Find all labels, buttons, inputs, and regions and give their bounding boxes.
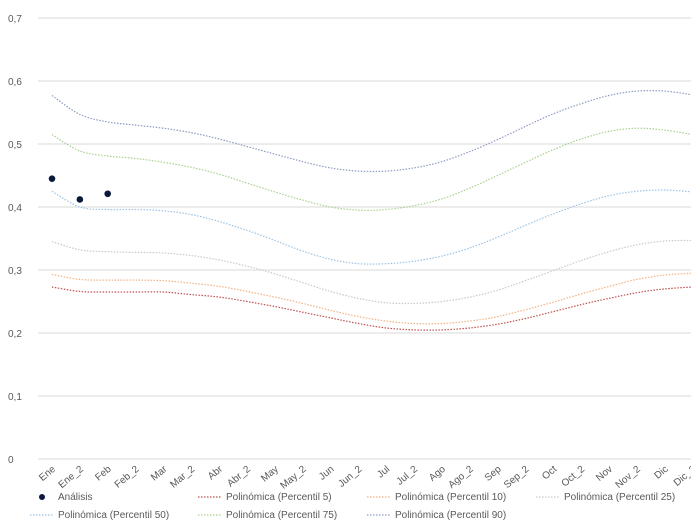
legend-entry: Polinómica (Percentil 90) [367, 510, 506, 521]
legend-label: Polinómica (Percentil 25) [564, 492, 675, 503]
legend-entry: Polinómica (Percentil 50) [30, 510, 169, 521]
legend-entry: Polinómica (Percentil 75) [198, 510, 337, 521]
series-line-percentil-5 [51, 89, 691, 173]
series-line-percentil-4 [51, 127, 691, 211]
legend-label: Análisis [58, 492, 92, 503]
x-tick-label: Sep [483, 464, 504, 484]
legend-label: Polinómica (Percentil 90) [395, 510, 506, 521]
legend-entry: Polinómica (Percentil 5) [198, 492, 332, 503]
x-tick-label: Oct [540, 464, 559, 483]
x-tick-label: Ago [427, 464, 448, 484]
legend-label: Polinómica (Percentil 5) [226, 492, 332, 503]
x-tick-label: Jul [375, 464, 392, 481]
x-tick-label: Ene_2 [57, 464, 87, 491]
x-tick-label: Sep_2 [502, 464, 532, 491]
x-tick-label: Nov_2 [614, 464, 644, 491]
x-tick-label: Feb_2 [113, 464, 142, 491]
x-tick-label: Jul_2 [395, 464, 421, 488]
x-tick-label: Mar [149, 463, 170, 483]
legend-entry: Polinómica (Percentil 25) [536, 492, 675, 503]
y-tick-label: 0,4 [8, 203, 22, 214]
x-tick-label: Mar_2 [168, 464, 197, 491]
y-tick-label: 0,7 [8, 14, 22, 25]
x-tick-label: Jun_2 [336, 464, 364, 490]
legend-label: Polinómica (Percentil 10) [395, 492, 506, 503]
x-tick-label: Dic [652, 464, 670, 482]
x-tick-label: Jun [317, 464, 336, 483]
y-tick-label: 0,6 [8, 77, 22, 88]
x-tick-label: Dic_2 [672, 464, 691, 489]
x-tick-label: Nov [594, 464, 615, 484]
x-tick-label: Ene [37, 464, 58, 484]
x-tick-label: Ago_2 [446, 464, 476, 491]
y-tick-label: 0,3 [8, 266, 22, 277]
analysis-point [48, 175, 56, 182]
scatter-points [48, 175, 111, 203]
legend-marker [39, 494, 45, 500]
legend-label: Polinómica (Percentil 75) [226, 510, 337, 521]
series-line-percentil-2 [51, 239, 691, 305]
x-tick-label: May_2 [279, 464, 309, 492]
analysis-point [76, 196, 84, 203]
x-tick-label: Abr [206, 463, 226, 482]
x-tick-label: Abr_2 [225, 464, 253, 490]
y-tick-label: 0,2 [8, 329, 22, 340]
legend: Análisis Polinómica (Percentil 5) Polinómi… [30, 492, 675, 521]
y-axis-ticks: 0 0,1 0,2 0,3 0,4 0,5 0,6 0,7 [8, 14, 22, 466]
x-tick-label: Feb [93, 464, 114, 484]
analysis-point [104, 190, 111, 198]
legend-label: Polinómica (Percentil 50) [58, 510, 169, 521]
series-line-percentil-0 [51, 286, 691, 331]
x-tick-label: May [259, 464, 281, 485]
legend-entry: Polinómica (Percentil 10) [367, 492, 506, 503]
y-tick-label: 0 [8, 455, 14, 466]
y-tick-label: 0,1 [8, 392, 22, 403]
y-tick-label: 0,5 [8, 140, 22, 151]
x-tick-label: Oct_2 [560, 464, 588, 490]
legend-entry: Análisis [39, 492, 92, 503]
series-lines [51, 89, 691, 331]
series-line-percentil-1 [51, 272, 691, 325]
grid-lines [38, 17, 691, 460]
